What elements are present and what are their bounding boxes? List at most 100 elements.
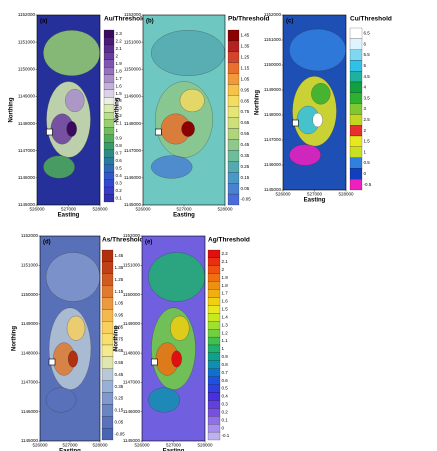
y-tick-label: 1149000: [21, 321, 39, 326]
colorbar-label: 0: [222, 425, 225, 430]
contour-core: [171, 350, 182, 368]
colorbar-label: 6.5: [364, 31, 371, 36]
colorbar-swatch: [207, 408, 221, 417]
x-axis-label: Easting: [304, 198, 326, 204]
colorbar-swatch: [227, 128, 240, 140]
colorbar-swatch: [227, 29, 240, 42]
colorbar-swatch: [349, 135, 363, 147]
colorbar-swatch: [103, 67, 115, 75]
colorbar-swatch: [227, 117, 240, 129]
contour-zone: [66, 315, 86, 341]
colorbar-label: 0.95: [115, 313, 124, 318]
colorbar-swatch: [103, 194, 115, 203]
y-tick-label: 1150000: [124, 66, 142, 71]
colorbar-label: 0.7: [116, 151, 123, 156]
colorbar-swatch: [101, 333, 114, 346]
colorbar-swatch: [349, 125, 363, 137]
colorbar-swatch: [101, 309, 114, 322]
colorbar-swatch: [101, 249, 114, 262]
colorbar-title: Ag/Threshold: [208, 237, 250, 244]
colorbar-label: 0.5: [222, 386, 229, 391]
colorbar-swatch: [101, 416, 114, 429]
colorbar-swatch: [207, 400, 221, 409]
colorbar-swatch: [103, 59, 115, 68]
colorbar-swatch: [227, 51, 240, 63]
map-panel: (d) 1145000 1146000 1147000 1148000 1149000 11…: [12, 233, 144, 451]
colorbar-label: 0.35: [241, 153, 250, 158]
colorbar-swatch: [103, 29, 115, 38]
colorbar-label: 1.2: [116, 113, 123, 118]
colorbar-swatch: [349, 114, 363, 126]
colorbar-swatch: [101, 380, 114, 393]
colorbar-label: 0.65: [241, 120, 250, 125]
colorbar-swatch: [349, 81, 363, 93]
colorbar-swatch: [103, 74, 115, 83]
colorbar-swatch: [349, 179, 363, 191]
y-tick-label: 1145000: [21, 438, 39, 443]
panel-label: (d): [43, 240, 51, 246]
x-tick-label: 527000: [307, 192, 323, 197]
y-tick-label: 1147000: [18, 148, 36, 153]
colorbar-label: 1.05: [115, 301, 124, 306]
colorbar-swatch: [103, 149, 115, 158]
y-tick-label: 1150000: [123, 292, 141, 297]
map-panel: (a)1145000114600011470001148000114900011…: [9, 12, 146, 218]
colorbar-label: 1.8: [222, 283, 229, 288]
y-tick-label: 1145000: [18, 202, 36, 207]
colorbar-swatch: [101, 285, 114, 298]
colorbar-label: -0.1: [222, 433, 230, 438]
colorbar-label: 1.1: [116, 121, 123, 126]
contour-zone: [289, 144, 321, 166]
colorbar-swatch: [101, 404, 114, 417]
colorbar-swatch: [349, 60, 363, 72]
x-tick-label: 526000: [275, 192, 291, 197]
contour-core: [181, 121, 195, 137]
colorbar-label: 1.6: [116, 83, 123, 88]
contour-zone: [43, 30, 100, 76]
colorbar-label: 0.4: [222, 394, 229, 399]
colorbar-swatch: [349, 71, 363, 83]
colorbar-title: Cu/Threshold: [350, 16, 392, 23]
contour-zone: [151, 155, 193, 179]
colorbar-label: 1.45: [115, 253, 124, 258]
colorbar-label: 0.75: [241, 109, 250, 114]
y-tick-label: 1147000: [21, 380, 39, 385]
colorbar-swatch: [103, 157, 115, 165]
colorbar-label: 0.4: [116, 173, 123, 178]
colorbar-label: 3: [364, 106, 367, 111]
colorbar-label: 6: [364, 41, 367, 46]
y-tick-label: 1152000: [21, 233, 39, 238]
colorbar-swatch: [207, 384, 221, 393]
colorbar-swatch: [103, 112, 115, 120]
y-tick-label: 1151000: [21, 262, 39, 267]
contour-zone: [151, 30, 225, 76]
colorbar-swatch: [207, 265, 221, 274]
colorbar-label: 1.9: [116, 61, 123, 66]
colorbar-swatch: [227, 183, 240, 195]
colorbar-swatch: [207, 424, 221, 433]
contours: [45, 252, 100, 413]
colorbar-label: 0.7: [222, 370, 229, 375]
colorbar-swatch: [207, 273, 221, 282]
contour-zone: [289, 28, 346, 72]
y-tick-label: 1149000: [123, 321, 141, 326]
colorbar-label: 1.2: [222, 330, 229, 335]
colorbar-swatch: [207, 360, 221, 369]
colorbar-swatch: [103, 37, 115, 46]
colorbar-label: 1.5: [364, 139, 371, 144]
y-tick-label: 1151000: [123, 262, 141, 267]
colorbar-swatch: [207, 297, 221, 306]
y-tick-label: 1145000: [123, 438, 141, 443]
colorbar-swatch: [207, 392, 221, 401]
colorbar-swatch: [207, 329, 221, 338]
y-axis-label: Northing: [255, 90, 261, 115]
colorbar-swatch: [349, 49, 363, 61]
colorbar-label: 2.2: [222, 251, 229, 256]
y-tick-label: 1147000: [123, 380, 141, 385]
colorbar-swatch: [101, 392, 114, 405]
x-tick-label: 528000: [197, 443, 213, 448]
y-tick-label: 1148000: [264, 112, 282, 117]
colorbar-swatch: [227, 73, 240, 85]
y-tick-label: 1149000: [264, 87, 282, 92]
